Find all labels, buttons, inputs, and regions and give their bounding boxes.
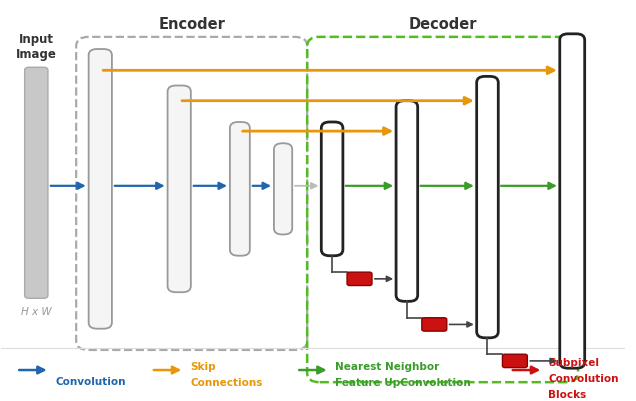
Text: Blocks: Blocks <box>548 389 586 399</box>
Text: Nearest Neighbor: Nearest Neighbor <box>335 361 439 371</box>
FancyBboxPatch shape <box>274 144 292 235</box>
Text: Connections: Connections <box>190 377 263 387</box>
Text: Convolution: Convolution <box>55 376 126 386</box>
FancyBboxPatch shape <box>88 50 112 329</box>
Text: Encoder: Encoder <box>158 17 225 32</box>
FancyBboxPatch shape <box>396 101 418 302</box>
FancyBboxPatch shape <box>347 272 372 286</box>
FancyBboxPatch shape <box>25 68 48 299</box>
FancyBboxPatch shape <box>167 86 191 292</box>
FancyBboxPatch shape <box>502 354 527 368</box>
Text: Input
Image: Input Image <box>16 33 57 61</box>
Text: Skip: Skip <box>190 361 216 371</box>
Text: Feature UpConvolution: Feature UpConvolution <box>335 377 471 387</box>
FancyBboxPatch shape <box>560 35 584 368</box>
FancyBboxPatch shape <box>230 123 250 256</box>
Text: H x W: H x W <box>21 306 52 316</box>
Text: Decoder: Decoder <box>408 17 477 32</box>
Text: Convolution: Convolution <box>548 373 619 383</box>
FancyBboxPatch shape <box>321 123 343 256</box>
Text: Subpixel: Subpixel <box>548 356 599 367</box>
FancyBboxPatch shape <box>476 77 498 338</box>
FancyBboxPatch shape <box>422 318 446 331</box>
